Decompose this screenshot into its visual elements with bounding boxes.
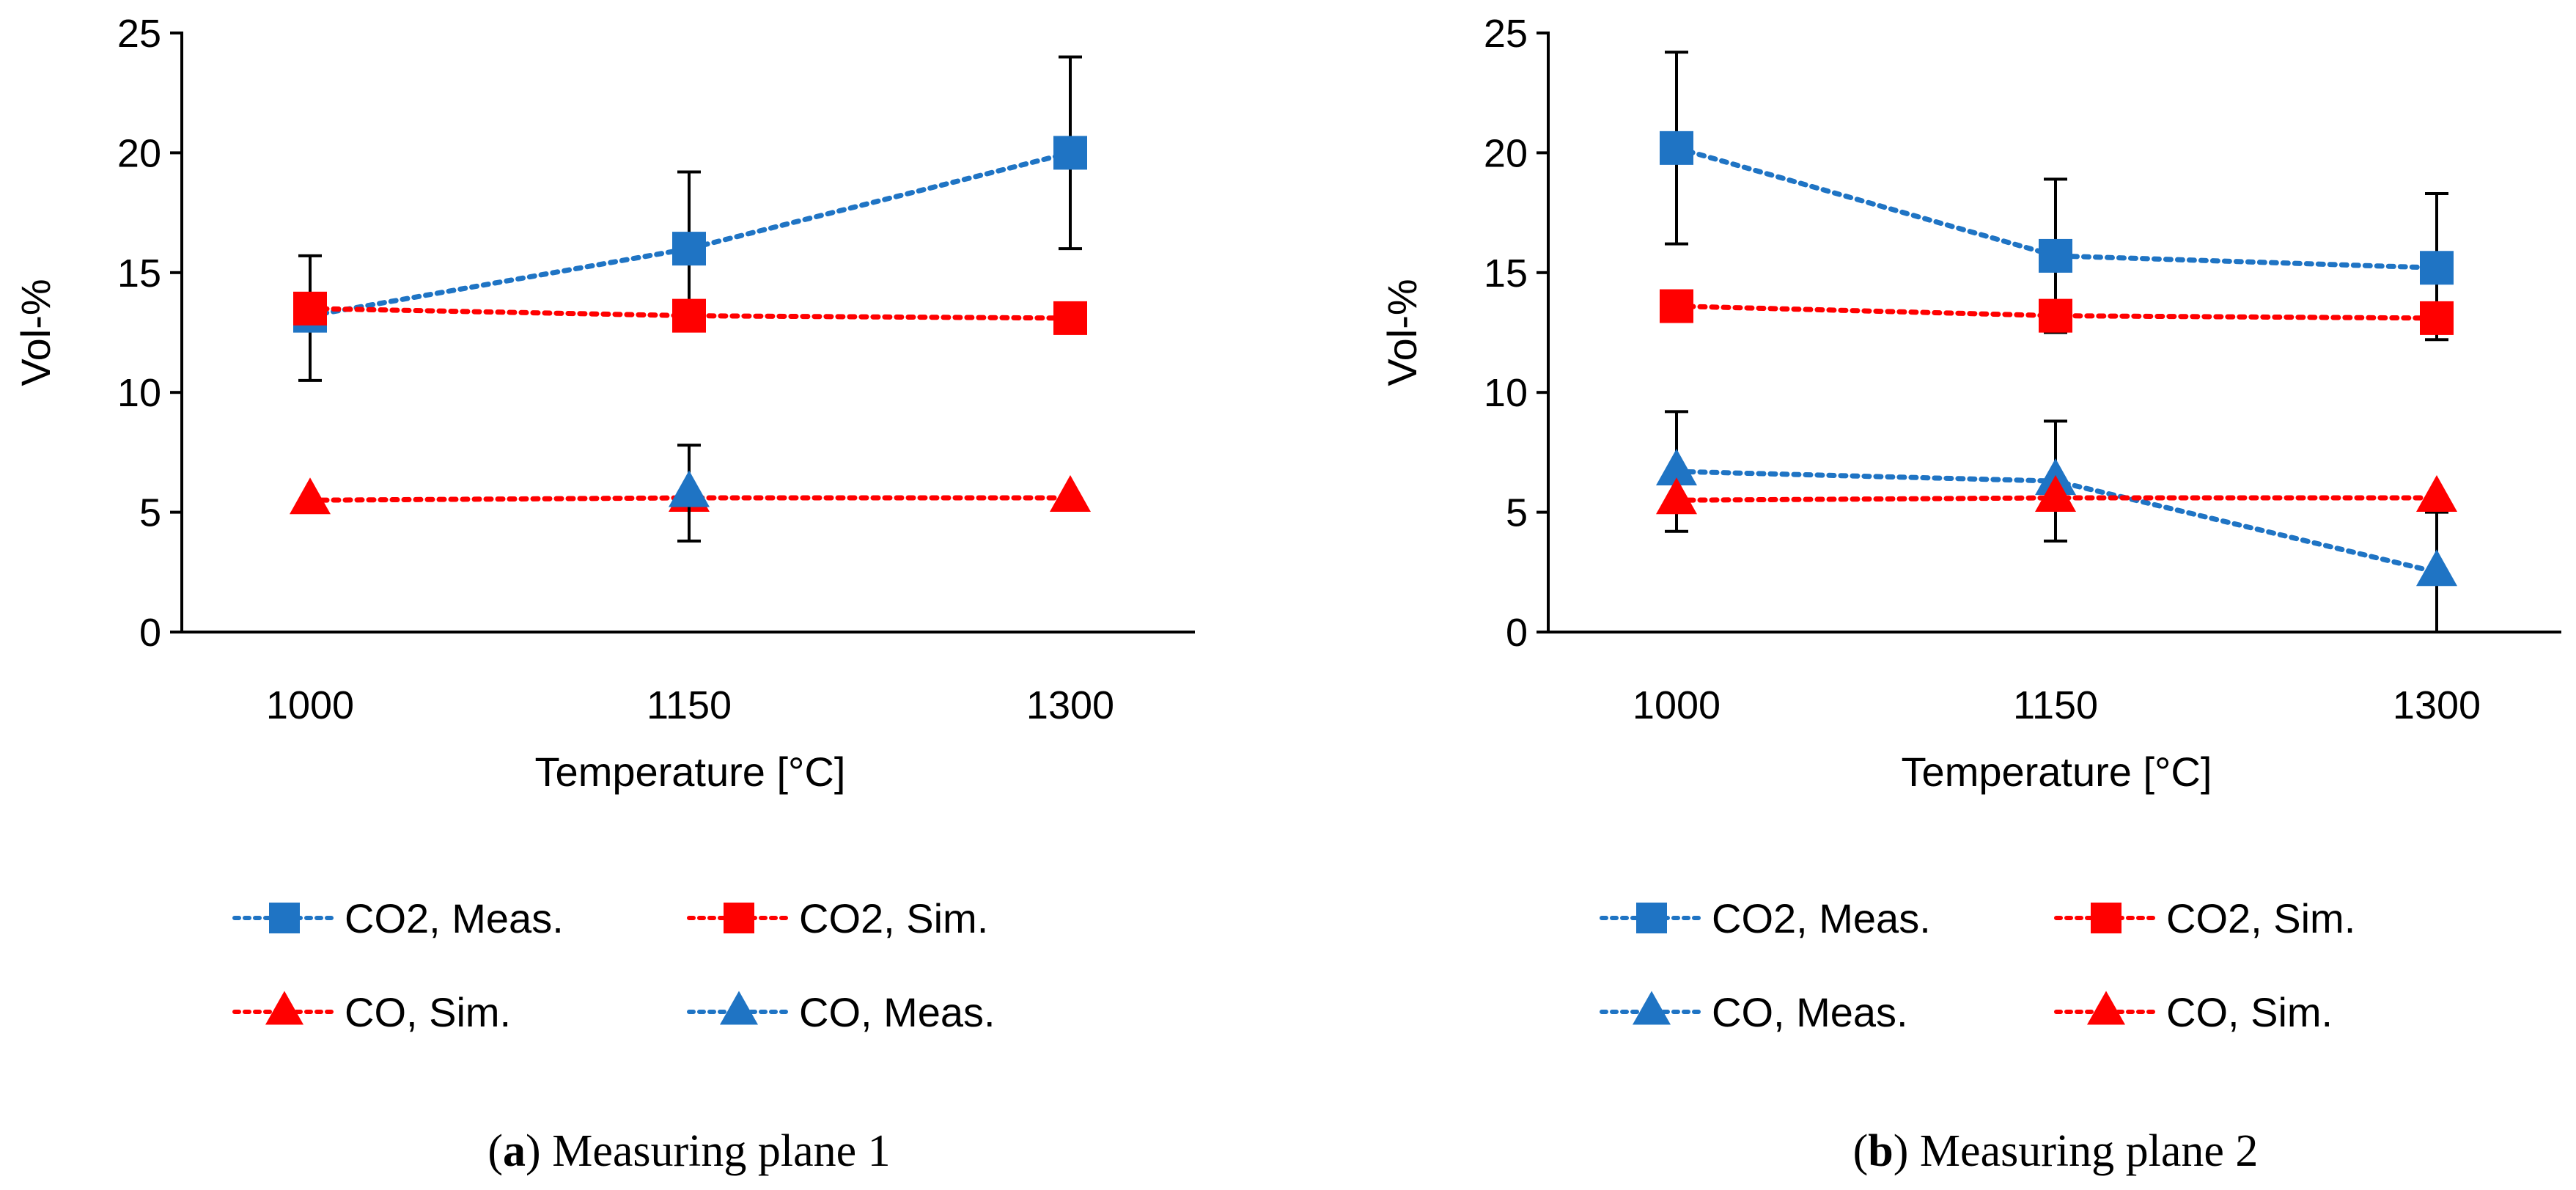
y-tick-label: 5 (139, 491, 161, 535)
legend-marker (724, 903, 754, 933)
legend-marker (2087, 991, 2125, 1025)
series-co2-meas (1660, 51, 2454, 342)
legend-entry: CO2, Sim. (2054, 895, 2355, 941)
series-co-sim (1656, 474, 2457, 515)
y-tick-label: 5 (1506, 491, 1528, 535)
caption-close: ) (1894, 1126, 1909, 1176)
data-point (669, 470, 710, 507)
series-co2-sim (293, 291, 1087, 335)
legend-label: CO2, Sim. (799, 895, 988, 941)
y-tick-label: 20 (117, 131, 161, 175)
legend-label: CO2, Meas. (345, 895, 564, 941)
legend-marker (720, 991, 758, 1025)
legend-entry: CO2, Meas. (232, 895, 564, 941)
figure-caption: (b) Measuring plane 2 (1853, 1126, 2259, 1176)
data-point (1660, 289, 1693, 323)
caption-letter: b (1868, 1126, 1893, 1176)
y-tick-label: 15 (117, 251, 161, 295)
caption-close: ) (526, 1126, 541, 1176)
y-tick-label: 15 (1484, 251, 1528, 295)
data-point (2039, 238, 2072, 273)
caption-open: ( (487, 1126, 503, 1176)
series-co-meas (1656, 410, 2457, 633)
legend-entry: CO, Meas. (687, 989, 996, 1035)
legend-label: CO, Meas. (799, 989, 996, 1035)
y-tick-label: 0 (139, 611, 161, 655)
legend-entry: CO2, Sim. (687, 895, 988, 941)
x-tick-label: 1000 (266, 683, 354, 727)
series-co2-sim (1660, 289, 2454, 335)
x-tick-label: 1300 (1026, 683, 1114, 727)
data-point (1053, 136, 1087, 170)
series-co-meas (669, 444, 710, 543)
data-point (2416, 549, 2457, 587)
chart-panel-b: 0 5 10 15 20 25 1000 1150 1300 Temperature [°C] Vo… (1379, 12, 2561, 1176)
legend-marker (269, 903, 300, 933)
data-point (1656, 449, 1697, 486)
legend-marker (265, 991, 303, 1025)
y-tick-label: 0 (1506, 611, 1528, 655)
x-tick-label: 1300 (2393, 683, 2481, 727)
legend-entry: CO2, Meas. (1600, 895, 1931, 941)
legend-entry: CO, Meas. (1600, 989, 1908, 1035)
figure-caption: (a) Measuring plane 1 (487, 1126, 890, 1176)
legend-marker (1633, 991, 1671, 1025)
data-point (672, 298, 706, 333)
y-tick-label: 25 (117, 12, 161, 56)
legend-label: CO, Sim. (2166, 989, 2333, 1035)
legend-entry: CO, Sim. (2054, 989, 2333, 1035)
caption-text: Measuring plane 1 (541, 1126, 891, 1176)
data-point (1656, 477, 1697, 515)
data-point (2416, 474, 2457, 512)
y-axis-title: Vol-% (12, 279, 59, 386)
data-point (1050, 474, 1091, 512)
y-tick-label: 10 (117, 371, 161, 415)
x-axis-title: Temperature [°C] (535, 749, 846, 795)
legend-label: CO2, Sim. (2166, 895, 2355, 941)
legend-label: CO, Sim. (345, 989, 511, 1035)
data-point (293, 291, 327, 326)
legend-marker (1636, 903, 1667, 933)
legend-label: CO, Meas. (1712, 989, 1908, 1035)
data-point (290, 477, 331, 515)
caption-letter: a (503, 1126, 526, 1176)
y-tick-label: 20 (1484, 131, 1528, 175)
data-point (2420, 251, 2454, 285)
data-point (2035, 474, 2076, 512)
y-tick-label: 25 (1484, 12, 1528, 56)
data-point (1053, 301, 1087, 335)
x-tick-label: 1000 (1633, 683, 1721, 727)
x-axis-title: Temperature [°C] (1902, 749, 2212, 795)
legend-label: CO2, Meas. (1712, 895, 1931, 941)
data-point (2420, 301, 2454, 335)
caption-text: Measuring plane 2 (1908, 1126, 2258, 1176)
legend-entry: CO, Sim. (232, 989, 511, 1035)
caption-open: ( (1853, 1126, 1869, 1176)
x-tick-label: 1150 (647, 683, 732, 727)
legend-marker (2091, 903, 2121, 933)
data-point (1660, 131, 1693, 165)
y-axis-title: Vol-% (1379, 279, 1425, 386)
chart-panel-a: 0 5 10 15 20 25 1000 1150 1300 Temperature [°C] Vo… (12, 12, 1195, 1176)
data-point (672, 232, 706, 266)
series-co2-meas (293, 55, 1087, 382)
x-tick-label: 1150 (2013, 683, 2098, 727)
data-point (2039, 298, 2072, 333)
y-tick-label: 10 (1484, 371, 1528, 415)
